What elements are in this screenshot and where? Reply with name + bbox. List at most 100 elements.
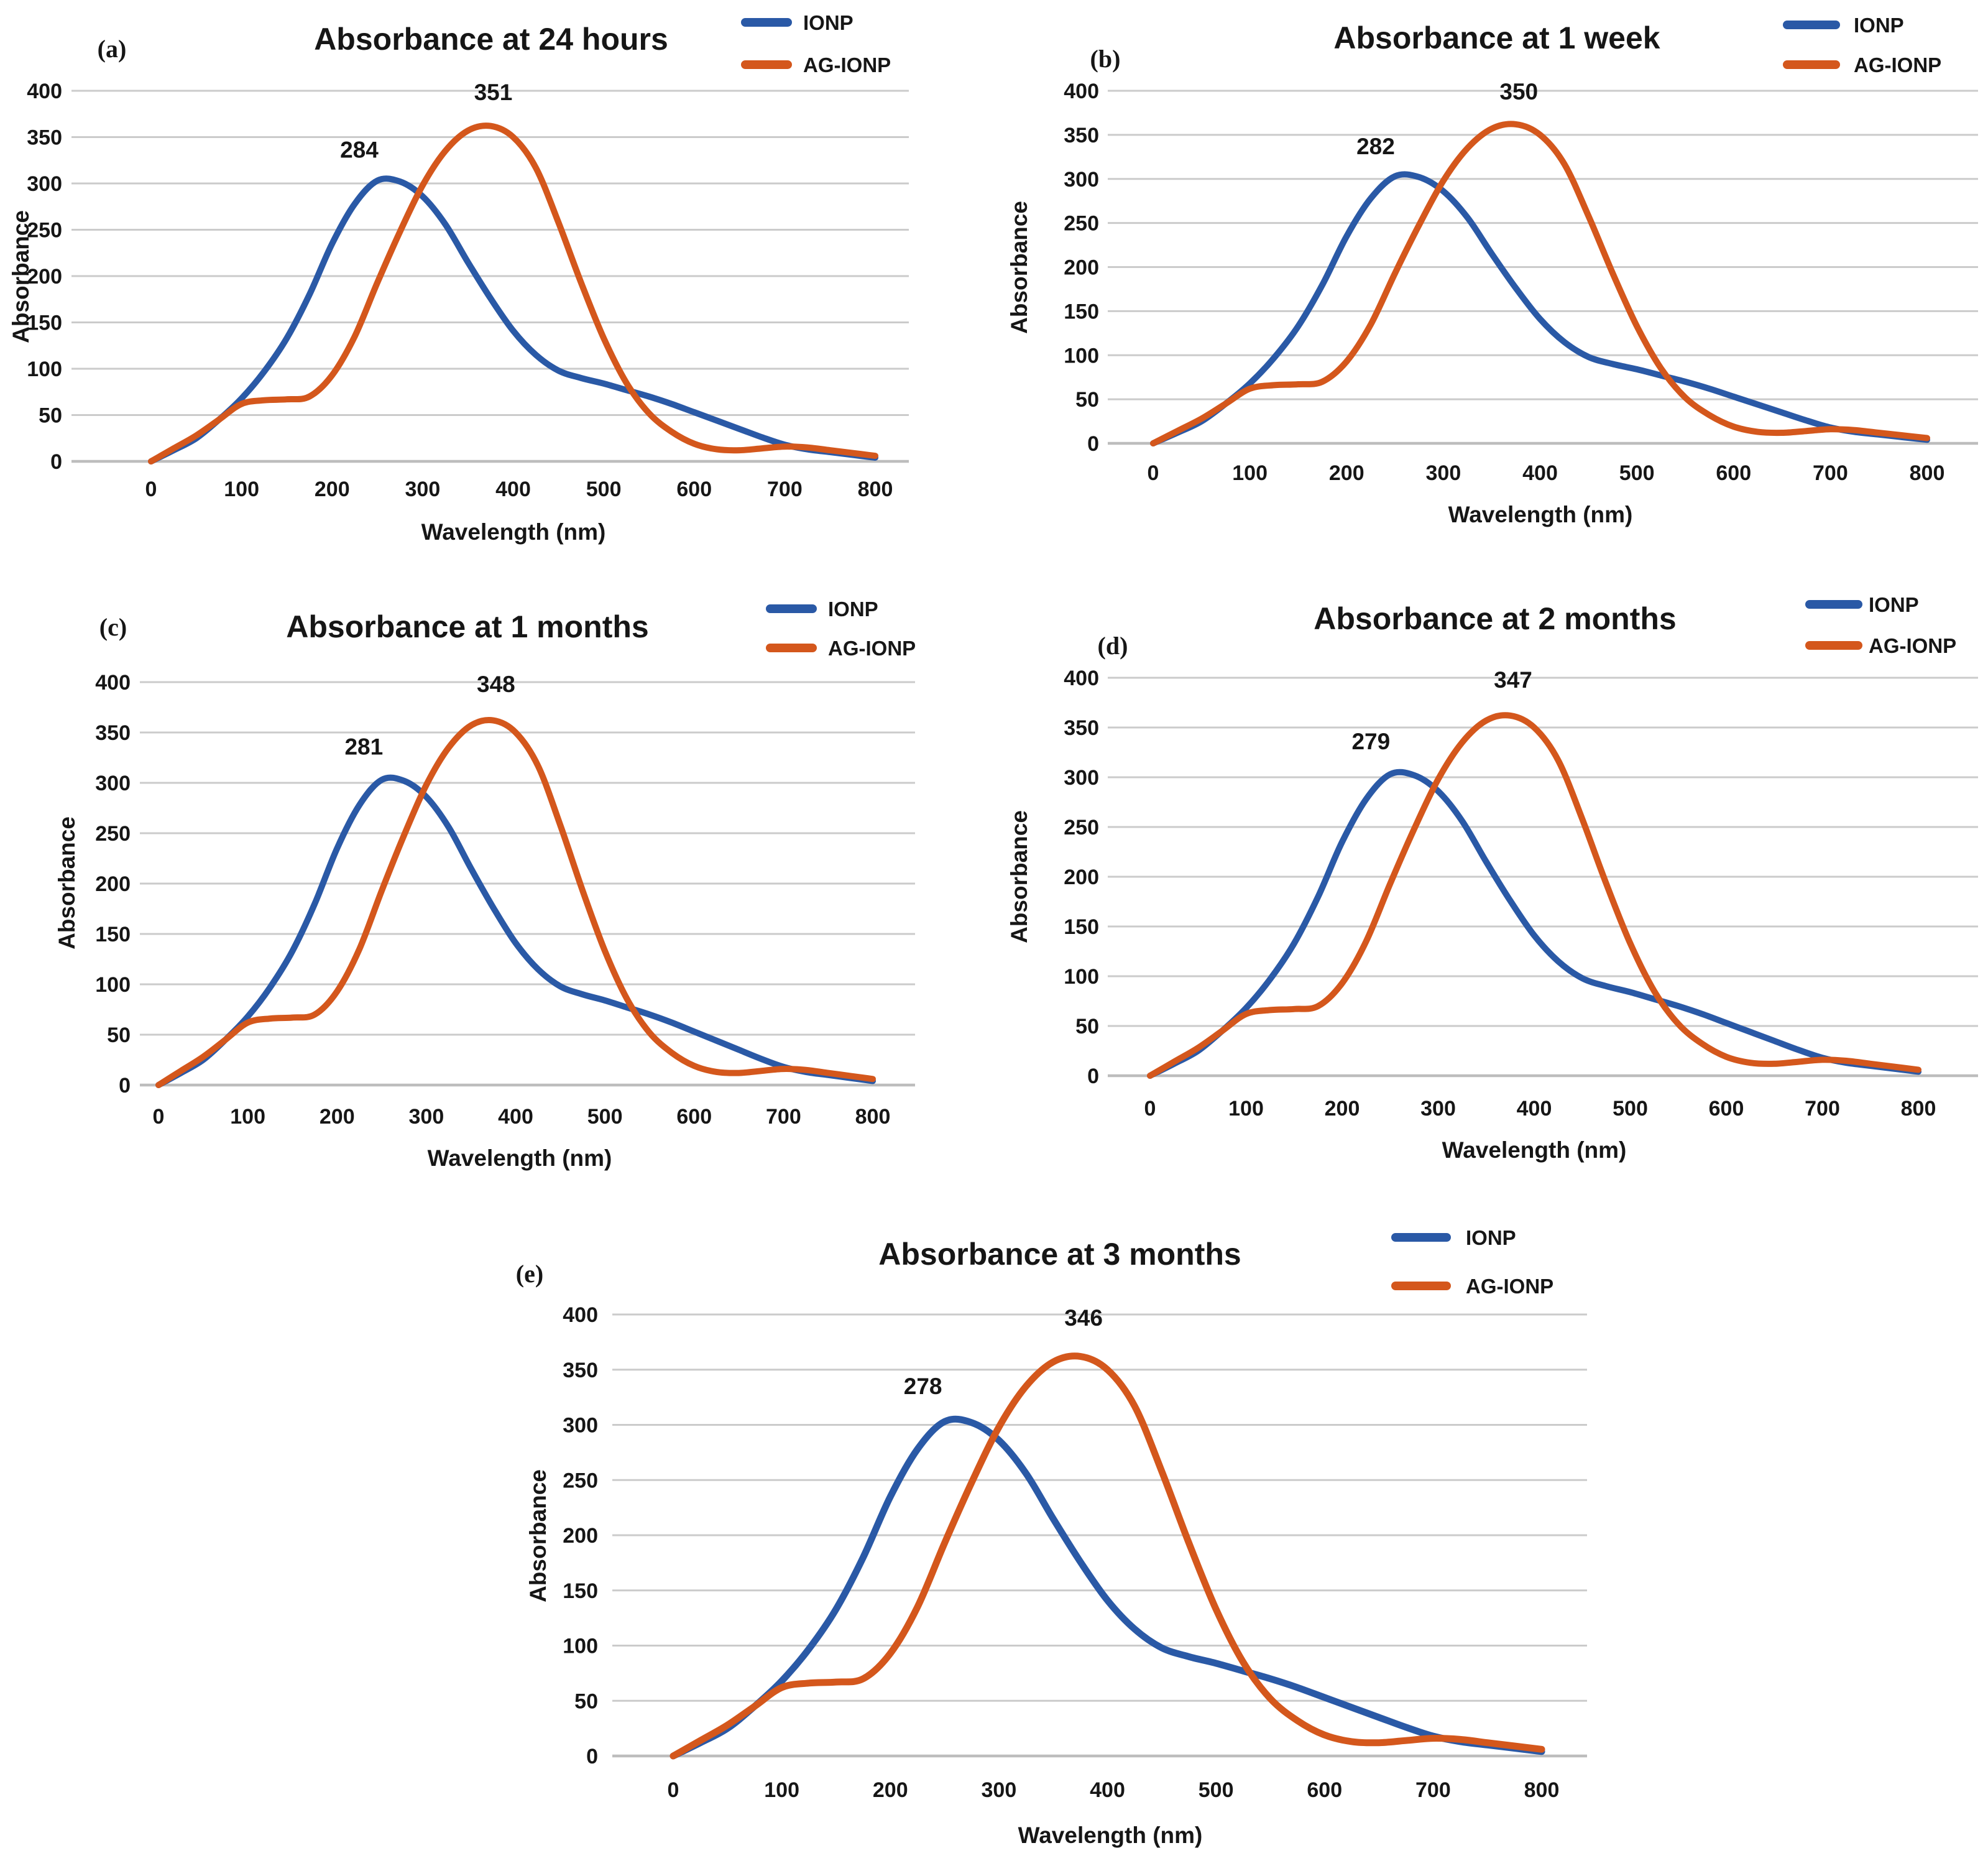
x-tick-label: 600: [1307, 1778, 1342, 1802]
legend-label: IONP: [1466, 1226, 1516, 1249]
x-tick-label: 600: [676, 478, 712, 501]
y-tick-label: 250: [1064, 816, 1099, 839]
x-tick-label: 0: [153, 1105, 165, 1129]
legend-swatch-ag_ionp: [766, 644, 817, 652]
ag-ionp-curve: [1147, 712, 1921, 1079]
legend-label: AG-IONP: [803, 53, 891, 76]
legend-item-ag-ionp: AG-IONP: [1783, 53, 1941, 76]
legend-item-ag-ionp: AG-IONP: [1391, 1275, 1553, 1298]
y-tick-label: 200: [1064, 256, 1099, 280]
y-tick-label: 350: [95, 721, 131, 745]
panel-letter: (d): [1098, 632, 1128, 660]
x-tick-label: 700: [1813, 461, 1848, 485]
y-tick-label: 300: [1064, 766, 1099, 790]
y-tick-label: 150: [1064, 915, 1099, 939]
legend-item-ag-ionp: AG-IONP: [766, 637, 916, 660]
chart-panel-d: 0 50 100 150 200 250 300 350 400 0 100 200 300 400 500…: [1006, 593, 1978, 1163]
x-tick-label: 400: [1090, 1778, 1125, 1802]
peak-annotation-ag-ionp: 347: [1494, 667, 1532, 693]
y-tick-label: 200: [563, 1524, 598, 1548]
legend-swatch-ionp: [766, 604, 817, 613]
legend-label: IONP: [828, 598, 878, 621]
y-tick-label: 0: [1087, 1065, 1099, 1088]
y-tick-label: 300: [1064, 168, 1099, 192]
x-tick-label: 0: [1148, 461, 1159, 485]
ionp-curve: [670, 1415, 1545, 1760]
x-tick-label: 200: [320, 1105, 355, 1129]
panel-letter: (a): [98, 35, 127, 63]
ag-ionp-curve: [670, 1352, 1545, 1760]
y-tick-label: 0: [50, 450, 62, 474]
y-tick-label: 250: [1064, 212, 1099, 236]
chart-title: Absorbance at 24 hours: [314, 22, 668, 57]
x-tick-label: 800: [1910, 461, 1945, 485]
x-tick-label: 400: [495, 478, 531, 501]
y-tick-label: 150: [1064, 300, 1099, 323]
chart-title: Absorbance at 1 week: [1333, 21, 1660, 55]
x-tick-label: 100: [1228, 1097, 1264, 1120]
x-tick-label: 800: [1901, 1097, 1936, 1120]
chart-panel-a: 0 50 100 150 200 250 300 350 400 0 100 200 300 400 500…: [8, 11, 909, 545]
x-tick-label: 600: [1709, 1097, 1744, 1120]
y-tick-label: 350: [1064, 124, 1099, 147]
x-tick-label: 200: [1329, 461, 1364, 485]
ag-ionp-curve: [1150, 121, 1930, 446]
chart-panel-e: 0 50 100 150 200 250 300 350 400 0 100 200 300 400 500…: [516, 1226, 1587, 1848]
x-tick-label: 400: [1517, 1097, 1552, 1120]
y-axis-title: Absorbance: [54, 816, 80, 949]
y-tick-label: 300: [95, 772, 131, 795]
legend-swatch-ag_ionp: [1391, 1282, 1451, 1290]
x-tick-label: 100: [1232, 461, 1268, 485]
x-tick-label: 800: [855, 1105, 891, 1129]
x-tick-label: 200: [1325, 1097, 1360, 1120]
peak-annotation-ag-ionp: 348: [477, 672, 515, 697]
panel-letter: (c): [99, 613, 127, 641]
y-tick-label: 300: [27, 172, 62, 196]
x-tick-label: 200: [315, 478, 350, 501]
x-tick-label: 300: [405, 478, 441, 501]
x-tick-label: 200: [873, 1778, 908, 1802]
x-tick-label: 300: [1426, 461, 1461, 485]
x-axis-title: Wavelength (nm): [421, 519, 606, 545]
y-tick-label: 150: [563, 1579, 598, 1603]
y-tick-label: 0: [119, 1074, 131, 1097]
panel-letter: (e): [516, 1260, 543, 1288]
legend-swatch-ionp: [1805, 600, 1862, 609]
x-tick-label: 600: [1716, 461, 1751, 485]
x-tick-label: 500: [587, 1105, 623, 1129]
x-axis-title: Wavelength (nm): [1018, 1822, 1203, 1848]
x-axis-title: Wavelength (nm): [1448, 502, 1633, 527]
y-axis-title: Absorbance: [1006, 201, 1032, 334]
legend-label: IONP: [1854, 14, 1904, 37]
legend-item-ag-ionp: AG-IONP: [1805, 634, 1956, 657]
y-tick-label: 250: [563, 1469, 598, 1492]
y-axis-title: Absorbance: [8, 210, 34, 343]
x-tick-label: 700: [766, 1105, 801, 1129]
chart-panel-c: 0 50 100 150 200 250 300 350 400 0 100 200 300 400 500…: [54, 598, 916, 1171]
legend-label: IONP: [1869, 593, 1919, 616]
legend-swatch-ag_ionp: [1783, 60, 1840, 69]
x-tick-label: 0: [668, 1778, 679, 1802]
y-axis-title: Absorbance: [525, 1469, 551, 1602]
y-tick-label: 250: [95, 822, 131, 846]
x-axis-title: Wavelength (nm): [428, 1145, 612, 1171]
legend-item-ionp: IONP: [766, 598, 878, 621]
ionp-curve: [1147, 769, 1921, 1079]
y-tick-label: 0: [586, 1745, 598, 1768]
y-tick-label: 250: [27, 219, 62, 243]
y-tick-label: 200: [27, 265, 62, 289]
y-tick-label: 50: [1075, 388, 1099, 412]
y-tick-label: 100: [1064, 965, 1099, 989]
x-tick-label: 800: [858, 478, 893, 501]
x-tick-label: 600: [676, 1105, 712, 1129]
y-tick-label: 0: [1087, 432, 1099, 456]
y-tick-label: 150: [95, 923, 131, 946]
y-axis-title: Absorbance: [1006, 810, 1032, 943]
y-tick-label: 400: [1064, 667, 1099, 690]
legend-item-ionp: IONP: [1783, 14, 1904, 37]
y-tick-label: 50: [574, 1689, 598, 1713]
chart-panel-b: 0 50 100 150 200 250 300 350 400 0 100 200 300 400 500…: [1006, 14, 1978, 527]
x-tick-label: 300: [1420, 1097, 1456, 1120]
x-tick-label: 400: [1522, 461, 1558, 485]
